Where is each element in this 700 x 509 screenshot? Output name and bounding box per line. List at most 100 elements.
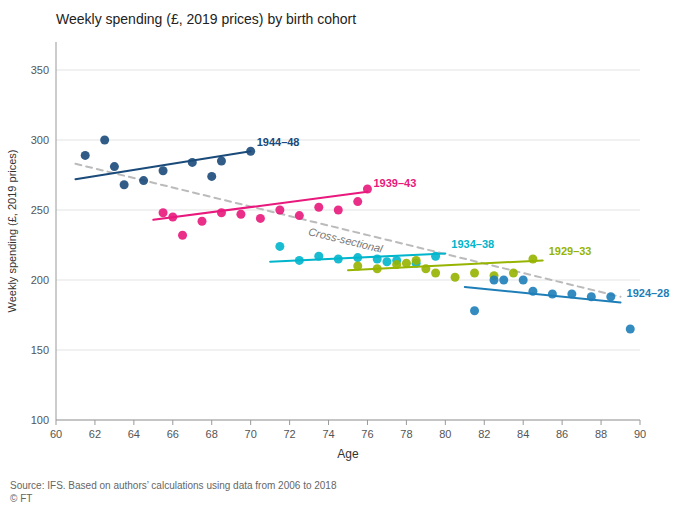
x-tick xyxy=(562,420,563,425)
y-tick-label: 100 xyxy=(31,414,49,426)
point xyxy=(392,260,401,269)
point xyxy=(353,262,362,271)
series-labels: Cross-sectional1944–481939–431934–381929… xyxy=(257,136,670,299)
x-tick xyxy=(56,420,57,425)
x-tick xyxy=(289,420,290,425)
point xyxy=(159,166,168,175)
point xyxy=(353,253,362,262)
point xyxy=(334,206,343,215)
source: Source: IFS. Based on authors’ calculati… xyxy=(10,480,337,491)
x-tick-label: 88 xyxy=(595,428,607,440)
point xyxy=(528,255,537,264)
point xyxy=(295,211,304,220)
point xyxy=(382,257,391,266)
x-tick-label: 64 xyxy=(128,428,140,440)
point xyxy=(246,147,255,156)
point xyxy=(217,157,226,166)
y-tick-label: 200 xyxy=(31,274,49,286)
x-tick xyxy=(406,420,407,425)
x-tick-label: 90 xyxy=(634,428,646,440)
x-axis-line xyxy=(56,420,640,421)
point xyxy=(139,176,148,185)
x-tick xyxy=(328,420,329,425)
point xyxy=(178,231,187,240)
point xyxy=(168,213,177,222)
point xyxy=(431,269,440,278)
point xyxy=(363,185,372,194)
point xyxy=(110,162,119,171)
x-tick-label: 66 xyxy=(167,428,179,440)
x-tick-label: 70 xyxy=(245,428,257,440)
y-tick-label: 150 xyxy=(31,344,49,356)
point xyxy=(587,292,596,301)
point xyxy=(373,264,382,273)
point xyxy=(412,256,421,265)
point xyxy=(314,252,323,261)
marks xyxy=(75,136,634,334)
y-axis-line xyxy=(56,42,57,420)
x-tick xyxy=(523,420,524,425)
x-axis-label: Age xyxy=(337,447,359,461)
x-tick-label: 76 xyxy=(361,428,373,440)
point xyxy=(451,273,460,282)
x-tick xyxy=(445,420,446,425)
grid-line xyxy=(56,210,640,211)
point xyxy=(519,276,528,285)
grid-line xyxy=(56,350,640,351)
point xyxy=(528,287,537,296)
point xyxy=(159,208,168,217)
series-label: 1924–28 xyxy=(627,287,670,299)
point xyxy=(470,269,479,278)
series-label: Cross-sectional xyxy=(307,225,384,255)
x-tick xyxy=(133,420,134,425)
y-tick-label: 350 xyxy=(31,64,49,76)
point xyxy=(353,197,362,206)
grid-line xyxy=(56,420,640,421)
point xyxy=(499,276,508,285)
x-tick-label: 68 xyxy=(206,428,218,440)
point xyxy=(606,292,615,301)
grid-line xyxy=(56,70,640,71)
point xyxy=(217,208,226,217)
x-tick xyxy=(172,420,173,425)
point xyxy=(421,264,430,273)
x-tick xyxy=(211,420,212,425)
x-tick xyxy=(484,420,485,425)
grid xyxy=(56,70,640,420)
x-tick xyxy=(94,420,95,425)
grid-line xyxy=(56,140,640,141)
point xyxy=(81,151,90,160)
point xyxy=(188,158,197,167)
x-tick xyxy=(640,420,641,425)
y-tick-label: 300 xyxy=(31,134,49,146)
point xyxy=(548,290,557,299)
x-tick-label: 78 xyxy=(400,428,412,440)
point xyxy=(509,269,518,278)
note: © FT xyxy=(10,493,32,504)
y-tick-label: 250 xyxy=(31,204,49,216)
point xyxy=(626,325,635,334)
x-tick-label: 60 xyxy=(50,428,62,440)
point xyxy=(207,172,216,181)
trend-line xyxy=(465,287,621,302)
point xyxy=(490,276,499,285)
title: Weekly spending (£, 2019 prices) by birt… xyxy=(56,11,356,27)
point xyxy=(373,255,382,264)
series-label: 1929–33 xyxy=(549,245,592,257)
point xyxy=(431,252,440,261)
series-label: 1944–48 xyxy=(257,136,300,148)
point xyxy=(275,242,284,251)
chart: 1001502002503003506062646668707274767880… xyxy=(0,0,700,509)
series-label: 1934–38 xyxy=(451,238,494,250)
point xyxy=(334,255,343,264)
point xyxy=(120,180,129,189)
point xyxy=(295,256,304,265)
x-tick-label: 80 xyxy=(439,428,451,440)
x-tick-label: 62 xyxy=(89,428,101,440)
x-tick xyxy=(367,420,368,425)
point xyxy=(470,306,479,315)
x-tick-label: 82 xyxy=(478,428,490,440)
point xyxy=(314,203,323,212)
point xyxy=(100,136,109,145)
point xyxy=(275,206,284,215)
